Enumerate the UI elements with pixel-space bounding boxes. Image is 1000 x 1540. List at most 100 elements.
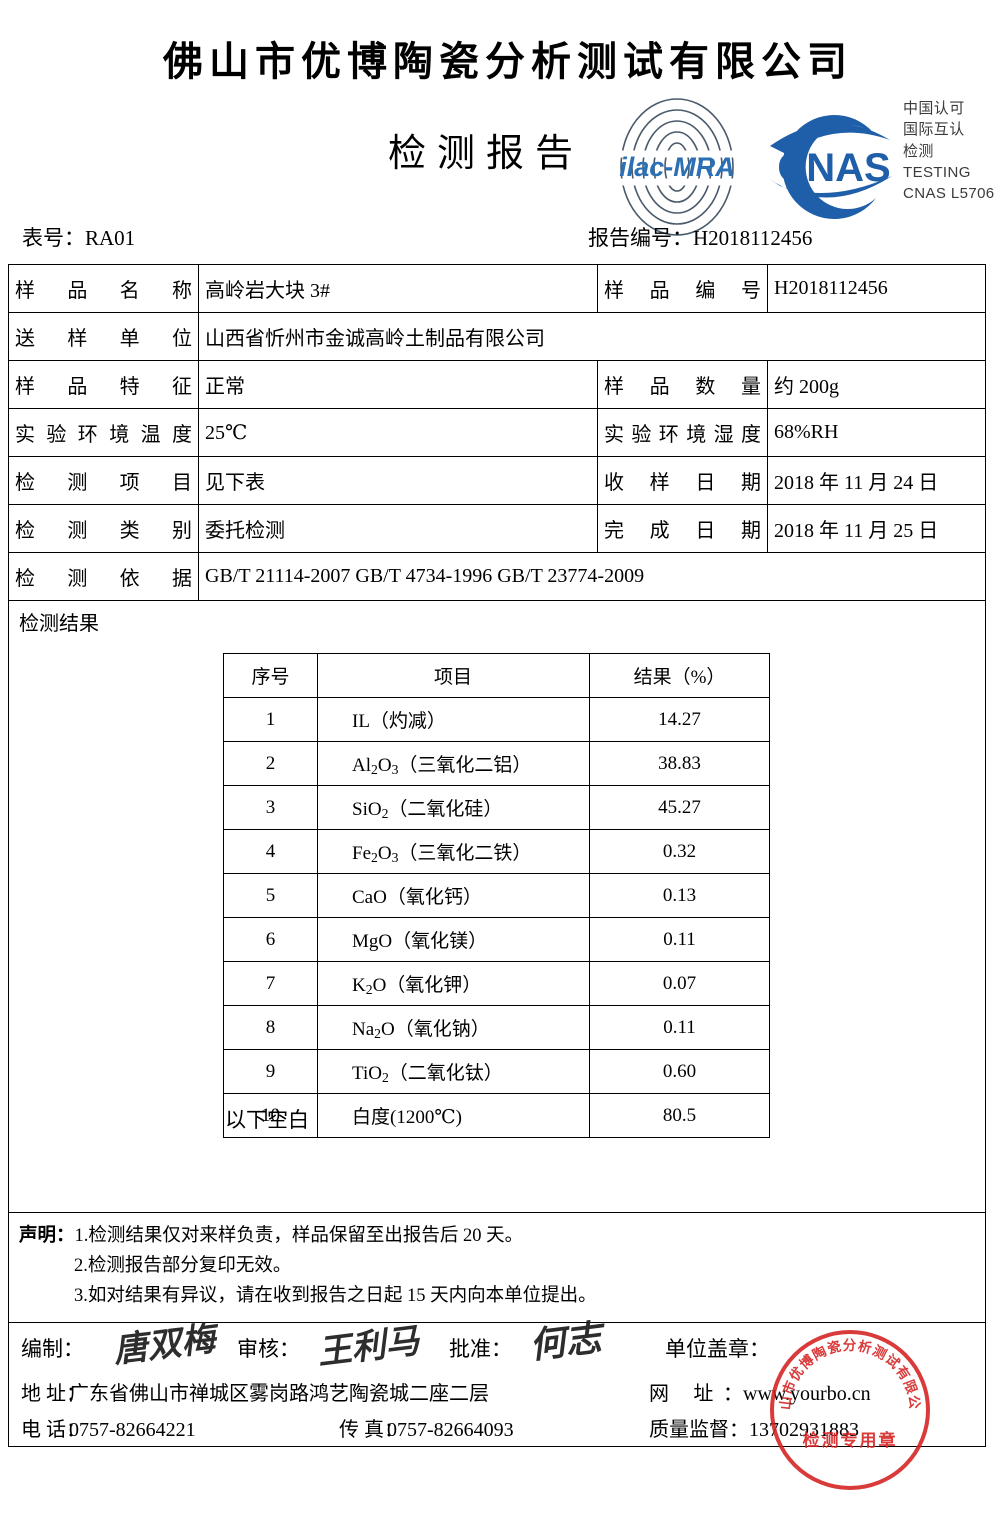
test-category-value: 委托检测	[198, 504, 598, 553]
test-basis-value: GB/T 21114-2007 GB/T 4734-1996 GB/T 2377…	[198, 552, 986, 601]
result-row-no: 8	[223, 1005, 318, 1050]
result-row-no: 2	[223, 741, 318, 786]
temperature-label: 实验环境温度	[8, 408, 199, 457]
fax-line: 传 真：0757-82664093	[339, 1413, 514, 1442]
table-row: 3 SiO2（二氧化硅） 45.27	[223, 785, 770, 830]
results-table-body: 1 IL（灼减） 14.27 2 Al2O3（三氧化二铝） 38.83 3 SiO2（二氧化硅…	[223, 697, 770, 1138]
reviewed-by-label: 审核：	[237, 1336, 300, 1361]
results-table-head: 序号 项目 结果（%）	[223, 653, 770, 698]
table-row: 检测依据 GB/T 21114-2007 GB/T 4734-1996 GB/T…	[8, 552, 986, 601]
quality-label: 质量监督：	[649, 1418, 749, 1441]
result-row-item: IL（灼减）	[317, 697, 590, 742]
results-section: 检测结果 序号 项目 结果（%） 1 IL（灼减） 14.27 2 Al2O3（三氧化二…	[8, 601, 986, 1213]
result-row-value: 0.13	[589, 873, 770, 918]
result-row-value: 0.11	[589, 1005, 770, 1050]
table-row: 送样单位 山西省忻州市金诚高岭土制品有限公司	[8, 312, 986, 361]
result-row-value: 80.5	[589, 1093, 770, 1138]
test-item-value: 见下表	[198, 456, 598, 505]
fax-label: 传 真：	[339, 1418, 404, 1441]
result-row-no: 10	[223, 1093, 318, 1138]
result-row-no: 3	[223, 785, 318, 830]
result-row-item: 白度(1200℃)	[317, 1093, 590, 1138]
cnas-text-line2: 国际互认	[903, 121, 965, 139]
fax-value: 0757-82664093	[387, 1418, 514, 1441]
result-row-no: 1	[223, 697, 318, 742]
table-row: 8 Na2O（氧化钠） 0.11	[223, 1005, 770, 1050]
col-header-result: 结果（%）	[589, 653, 770, 698]
col-header-no: 序号	[223, 653, 318, 698]
quality-supervision-line: 质量监督：13702931883	[649, 1413, 859, 1442]
result-row-value: 14.27	[589, 697, 770, 742]
cnas-text-line3: 检测	[903, 142, 934, 160]
address-value: 广东省佛山市禅城区雾岗路鸿艺陶瓷城二座二层	[69, 1382, 489, 1405]
finish-date-label: 完成日期	[597, 504, 768, 553]
table-row: 样品特征 正常 样品数量 约 200g	[8, 360, 986, 409]
cnas-text-line1: 中国认可	[903, 100, 965, 117]
form-number: 表号：RA01	[22, 226, 136, 250]
statement-line-1: 1.检测结果仅对来样负责，样品保留至出报告后 20 天。	[74, 1226, 524, 1246]
results-table: 序号 项目 结果（%） 1 IL（灼减） 14.27 2 Al2O3（三氧化二铝） 38.…	[223, 653, 770, 1138]
results-section-label: 检测结果	[19, 613, 99, 635]
receive-date-label: 收样日期	[597, 456, 768, 505]
finish-date-value: 2018 年 11 月 25 日	[767, 504, 986, 553]
cnas-label: CNAS	[777, 146, 890, 190]
humidity-value: 68%RH	[767, 408, 986, 457]
table-row: 4 Fe2O3（三氧化二铁） 0.32	[223, 829, 770, 874]
sample-name-value: 高岭岩大块 3#	[198, 264, 598, 313]
table-row: 检测类别 委托检测 完成日期 2018 年 11 月 25 日	[8, 504, 986, 553]
cnas-logo-icon: CNAS	[768, 115, 892, 219]
sample-no-value: H2018112456	[767, 264, 986, 313]
table-row: 检测项目 见下表 收样日期 2018 年 11 月 24 日	[8, 456, 986, 505]
sample-info-table: 样品名称 高岭岩大块 3# 样品编号 H2018112456 送样单位 山西省忻…	[8, 264, 986, 601]
result-row-no: 6	[223, 917, 318, 962]
website-line: 网 址：www.yourbo.cn	[649, 1377, 871, 1406]
submitter-label: 送样单位	[8, 312, 199, 361]
quantity-label: 样品数量	[597, 360, 768, 409]
table-row: 10 白度(1200℃) 80.5	[223, 1093, 770, 1138]
result-row-value: 0.60	[589, 1049, 770, 1094]
statement-line-3: 3.如对结果有异议，请在收到报告之日起 15 天内向本单位提出。	[74, 1285, 597, 1306]
prepared-by-label: 编制：	[21, 1336, 84, 1361]
phone-label: 电 话：	[21, 1418, 86, 1441]
report-number: 报告编号：H2018112456	[588, 226, 813, 250]
result-row-value: 45.27	[589, 785, 770, 830]
result-row-item: CaO（氧化钙）	[317, 873, 590, 918]
result-row-value: 0.32	[589, 829, 770, 874]
feature-label: 样品特征	[8, 360, 199, 409]
meta-line: 表号：RA01 报告编号：H2018112456	[0, 222, 1000, 256]
result-row-value: 38.83	[589, 741, 770, 786]
report-title: 检测报告	[388, 133, 585, 175]
result-row-item: SiO2（二氧化硅）	[317, 785, 590, 830]
address-label: 地 址：	[21, 1382, 86, 1405]
sample-name-label: 样品名称	[8, 264, 199, 313]
signature-row: 编制： 审核： 批准： 单位盖章： 唐双梅 王利马 何志	[8, 1317, 986, 1373]
result-row-item: Na2O（氧化钠）	[317, 1005, 590, 1050]
result-row-item: TiO2（二氧化钛）	[317, 1049, 590, 1094]
table-header-row: 序号 项目 结果（%）	[223, 653, 770, 698]
blank-below-note: 以下空白	[225, 1108, 309, 1132]
sample-no-label: 样品编号	[597, 264, 768, 313]
result-row-no: 4	[223, 829, 318, 874]
company-title: 佛山市优博陶瓷分析测试有限公司	[163, 38, 853, 85]
table-row: 1 IL（灼减） 14.27	[223, 697, 770, 742]
result-row-no: 7	[223, 961, 318, 1006]
result-row-no: 5	[223, 873, 318, 918]
table-row: 5 CaO（氧化钙） 0.13	[223, 873, 770, 918]
result-row-item: MgO（氧化镁）	[317, 917, 590, 962]
website-label: 网 址：	[649, 1382, 743, 1405]
table-row: 9 TiO2（二氧化钛） 0.60	[223, 1049, 770, 1094]
company-seal-label: 单位盖章：	[665, 1336, 770, 1361]
ilac-mra-logo-icon: ilac-MRA	[612, 98, 742, 236]
col-header-item: 项目	[317, 653, 590, 698]
cnas-accreditation-text: 中国认可 国际互认 检测 TESTING CNAS L5706	[903, 98, 995, 204]
approved-by-label: 批准：	[449, 1336, 512, 1361]
test-basis-label: 检测依据	[8, 552, 199, 601]
cnas-text-line4: TESTING	[903, 163, 971, 181]
result-row-value: 0.07	[589, 961, 770, 1006]
result-row-item: Al2O3（三氧化二铝）	[317, 741, 590, 786]
test-item-label: 检测项目	[8, 456, 199, 505]
result-row-no: 9	[223, 1049, 318, 1094]
table-row: 实验环境温度 25℃ 实验环境湿度 68%RH	[8, 408, 986, 457]
statement-label: 声明：	[19, 1226, 75, 1246]
cnas-text-line5: CNAS L5706	[903, 185, 995, 203]
